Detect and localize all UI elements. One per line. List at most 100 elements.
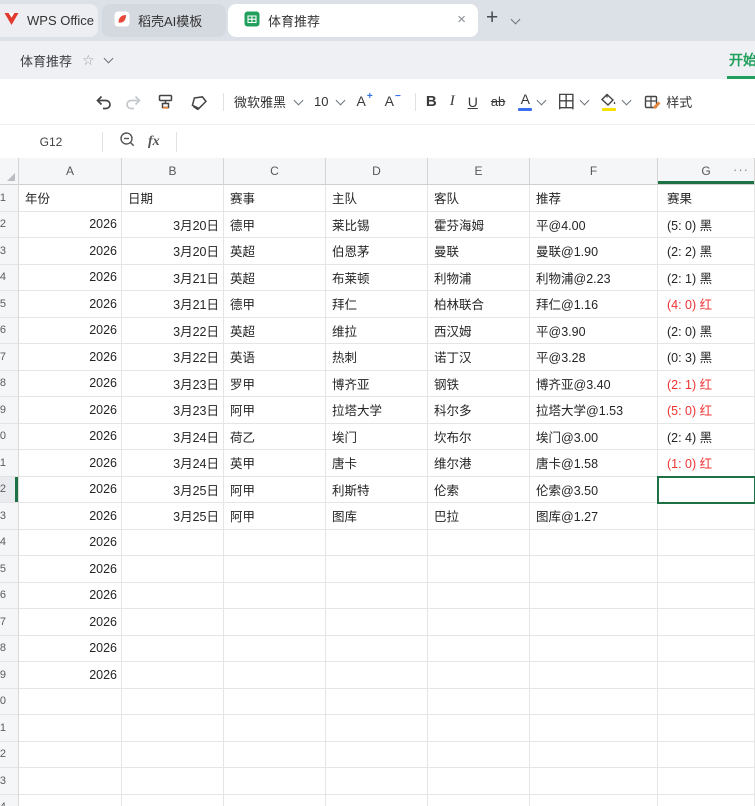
- cell-G13[interactable]: [658, 503, 755, 530]
- cell-F9[interactable]: 拉塔大学@1.53: [530, 397, 658, 424]
- column-header-F[interactable]: F: [530, 158, 658, 185]
- cell-A9[interactable]: 2026: [19, 397, 122, 424]
- row-header-19[interactable]: 19: [0, 662, 19, 689]
- cell-E21[interactable]: [428, 715, 530, 742]
- font-size-select[interactable]: 10: [314, 94, 346, 109]
- row-header-23[interactable]: 23: [0, 768, 19, 795]
- row-header-3[interactable]: 3: [0, 238, 19, 265]
- cell-C17[interactable]: [224, 609, 326, 636]
- cell-C19[interactable]: [224, 662, 326, 689]
- cell-F19[interactable]: [530, 662, 658, 689]
- cell-F5[interactable]: 拜仁@1.16: [530, 291, 658, 318]
- cell-C6[interactable]: 英超: [224, 317, 326, 344]
- cell-A20[interactable]: [19, 688, 122, 715]
- cell-C24[interactable]: [224, 794, 326, 806]
- column-header-D[interactable]: D: [326, 158, 428, 185]
- row-header-5[interactable]: 5: [0, 291, 19, 318]
- cell-F8[interactable]: 博齐亚@3.40: [530, 370, 658, 397]
- cell-B4[interactable]: 3月21日: [122, 264, 224, 291]
- cell-F18[interactable]: [530, 635, 658, 662]
- cell-G2[interactable]: (5: 0) 黑: [658, 211, 755, 238]
- cell-F1[interactable]: 推荐: [530, 185, 658, 212]
- cell-D6[interactable]: 维拉: [326, 317, 428, 344]
- cell-E22[interactable]: [428, 741, 530, 768]
- cell-D1[interactable]: 主队: [326, 185, 428, 212]
- cell-C8[interactable]: 罗甲: [224, 370, 326, 397]
- cell-D4[interactable]: 布莱顿: [326, 264, 428, 291]
- cell-B21[interactable]: [122, 715, 224, 742]
- increase-font-button[interactable]: A +: [356, 91, 373, 109]
- cell-C3[interactable]: 英超: [224, 238, 326, 265]
- cell-E16[interactable]: [428, 582, 530, 609]
- cell-F17[interactable]: [530, 609, 658, 636]
- cell-B7[interactable]: 3月22日: [122, 344, 224, 371]
- cell-C23[interactable]: [224, 768, 326, 795]
- cell-A21[interactable]: [19, 715, 122, 742]
- cell-E19[interactable]: [428, 662, 530, 689]
- cell-C9[interactable]: 阿甲: [224, 397, 326, 424]
- cell-C20[interactable]: [224, 688, 326, 715]
- cell-D9[interactable]: 拉塔大学: [326, 397, 428, 424]
- cell-G14[interactable]: [658, 529, 755, 556]
- cell-F12[interactable]: 伦索@3.50: [530, 476, 658, 503]
- cell-E1[interactable]: 客队: [428, 185, 530, 212]
- cell-B5[interactable]: 3月21日: [122, 291, 224, 318]
- column-header-A[interactable]: A: [19, 158, 122, 185]
- row-header-22[interactable]: 22: [0, 741, 19, 768]
- format-painter-button[interactable]: [156, 93, 175, 111]
- cell-E14[interactable]: [428, 529, 530, 556]
- row-header-11[interactable]: 11: [0, 450, 19, 477]
- undo-button[interactable]: [94, 94, 112, 110]
- cell-D21[interactable]: [326, 715, 428, 742]
- cell-D10[interactable]: 埃门: [326, 423, 428, 450]
- cell-D12[interactable]: 利斯特: [326, 476, 428, 503]
- cell-B14[interactable]: [122, 529, 224, 556]
- cell-G7[interactable]: (0: 3) 黑: [658, 344, 755, 371]
- cell-D20[interactable]: [326, 688, 428, 715]
- cell-B18[interactable]: [122, 635, 224, 662]
- bold-button[interactable]: B: [425, 93, 437, 110]
- cell-F7[interactable]: 平@3.28: [530, 344, 658, 371]
- cell-E17[interactable]: [428, 609, 530, 636]
- cell-E13[interactable]: 巴拉: [428, 503, 530, 530]
- cell-B13[interactable]: 3月25日: [122, 503, 224, 530]
- cell-E11[interactable]: 维尔港: [428, 450, 530, 477]
- cell-D15[interactable]: [326, 556, 428, 583]
- tab-sports-recommendation-active[interactable]: 体育推荐 ×: [228, 4, 478, 37]
- cell-D24[interactable]: [326, 794, 428, 806]
- row-header-12[interactable]: 12: [0, 476, 19, 503]
- cell-A22[interactable]: [19, 741, 122, 768]
- clear-format-eraser-button[interactable]: [188, 94, 208, 110]
- row-header-10[interactable]: 10: [0, 423, 19, 450]
- cell-A17[interactable]: 2026: [19, 609, 122, 636]
- cell-B8[interactable]: 3月23日: [122, 370, 224, 397]
- cell-G12[interactable]: [657, 475, 755, 504]
- cell-C10[interactable]: 荷乙: [224, 423, 326, 450]
- cell-G9[interactable]: (5: 0) 红: [658, 397, 755, 424]
- column-header-G[interactable]: G ···: [658, 158, 755, 185]
- cell-E5[interactable]: 柏林联合: [428, 291, 530, 318]
- cell-B23[interactable]: [122, 768, 224, 795]
- fill-color-button[interactable]: [600, 93, 617, 111]
- cell-G15[interactable]: [658, 556, 755, 583]
- cell-C1[interactable]: 赛事: [224, 185, 326, 212]
- cell-F13[interactable]: 图库@1.27: [530, 503, 658, 530]
- row-header-1[interactable]: 1: [0, 185, 19, 212]
- cell-A14[interactable]: 2026: [19, 529, 122, 556]
- cell-D8[interactable]: 博齐亚: [326, 370, 428, 397]
- cell-F10[interactable]: 埃门@3.00: [530, 423, 658, 450]
- row-header-13[interactable]: 13: [0, 503, 19, 530]
- cell-E3[interactable]: 曼联: [428, 238, 530, 265]
- cell-F6[interactable]: 平@3.90: [530, 317, 658, 344]
- cell-E8[interactable]: 钢铁: [428, 370, 530, 397]
- cell-G21[interactable]: [658, 715, 755, 742]
- decrease-font-button[interactable]: A −: [384, 91, 401, 109]
- cell-G18[interactable]: [658, 635, 755, 662]
- insert-function-button[interactable]: fx: [148, 133, 160, 149]
- cell-A11[interactable]: 2026: [19, 450, 122, 477]
- cell-B2[interactable]: 3月20日: [122, 211, 224, 238]
- font-color-chevron-icon[interactable]: [536, 95, 547, 106]
- cell-C11[interactable]: 英甲: [224, 450, 326, 477]
- cell-D22[interactable]: [326, 741, 428, 768]
- close-tab-icon[interactable]: ×: [457, 11, 466, 28]
